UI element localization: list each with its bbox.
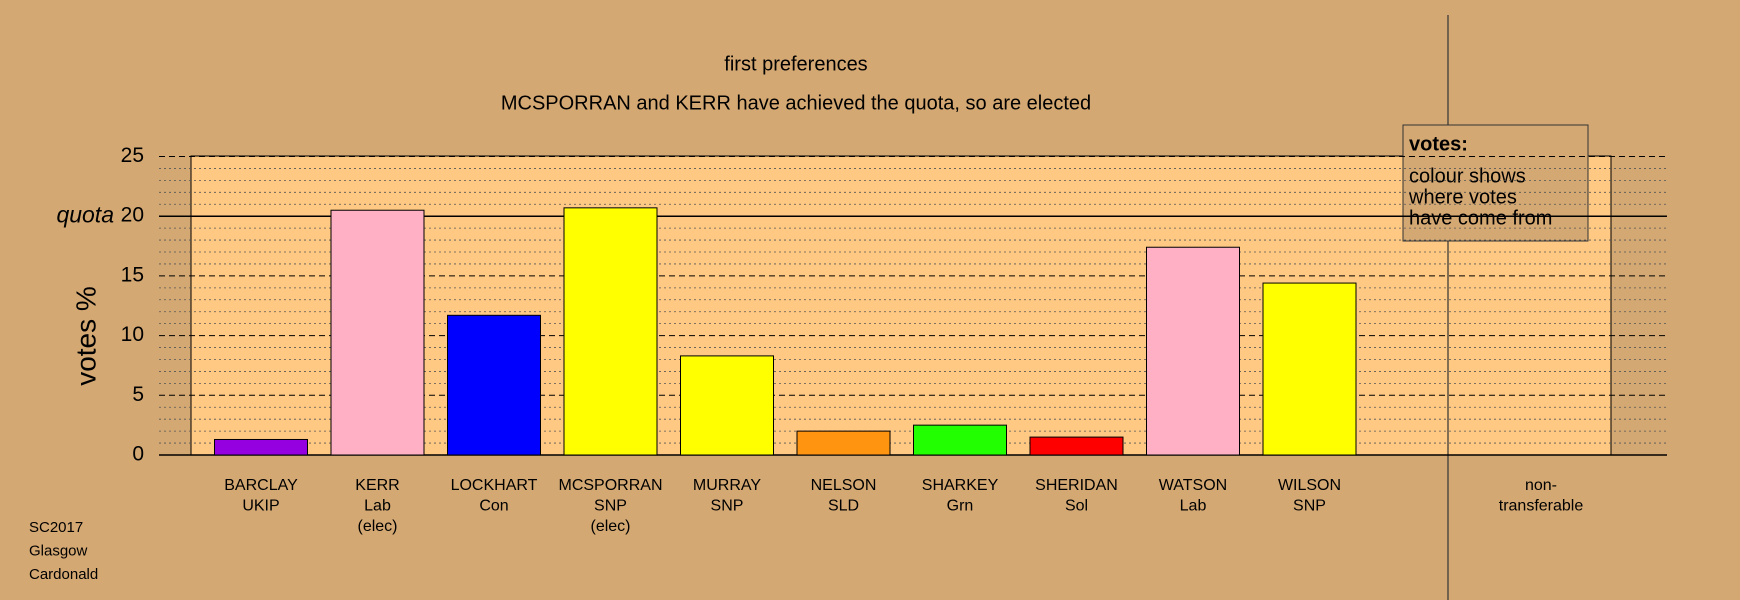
y-tick-label: 5: [132, 383, 144, 406]
footer-text: Cardonald: [29, 566, 98, 583]
y-tick-label: 10: [121, 323, 144, 346]
chart-subtitle: MCSPORRAN and KERR have achieved the quo…: [501, 92, 1091, 114]
x-tick-label: MURRAY: [693, 477, 761, 494]
bar: [680, 355, 774, 456]
bar: [214, 438, 308, 456]
y-tick-label: 15: [121, 263, 144, 286]
bar: [913, 424, 1007, 456]
x-tick-label: LOCKHART: [451, 477, 538, 494]
x-tick-label: WATSON: [1159, 477, 1227, 494]
bar: [563, 207, 658, 456]
x-tick-label: SLD: [828, 498, 859, 515]
quota-label: quota: [56, 201, 114, 227]
footer-text: Glasgow: [29, 542, 88, 559]
x-tick-label: BARCLAY: [224, 477, 298, 494]
bar: [1262, 282, 1357, 456]
legend-box: [1402, 124, 1589, 242]
x-tick-label: SNP: [1293, 498, 1326, 515]
legend-text: have come from: [1409, 207, 1552, 229]
x-tick-label: (elec): [357, 518, 397, 535]
bar: [796, 430, 891, 456]
x-tick-label: Lab: [1180, 498, 1207, 515]
x-tick-label: transferable: [1499, 498, 1584, 515]
x-tick-label: MCSPORRAN: [558, 477, 662, 494]
bar: [447, 314, 541, 456]
x-tick-label: Sol: [1065, 498, 1088, 515]
x-tick-label: UKIP: [242, 498, 279, 515]
legend-text: where votes: [1408, 186, 1517, 208]
x-tick-label: SNP: [711, 498, 744, 515]
x-tick-label: Lab: [364, 498, 391, 515]
bar: [330, 209, 425, 456]
x-tick-label: WILSON: [1278, 477, 1341, 494]
x-tick-label: (elec): [590, 518, 630, 535]
y-tick-label: 0: [132, 443, 144, 466]
x-tick-label: Con: [479, 498, 508, 515]
x-tick-label: non-: [1525, 477, 1557, 494]
x-tick-label: NELSON: [811, 477, 877, 494]
plot-area: [191, 156, 1611, 455]
x-tick-label: Grn: [947, 498, 974, 515]
y-tick-label: 20: [121, 204, 144, 227]
footer-text: SC2017: [29, 519, 83, 536]
bar: [1146, 246, 1240, 456]
x-tick-label: SHERIDAN: [1035, 477, 1118, 494]
legend-text: colour shows: [1409, 165, 1526, 187]
legend-title: votes:: [1409, 133, 1468, 155]
chart-title: first preferences: [724, 53, 867, 75]
bar: [1029, 436, 1124, 456]
x-tick-label: SNP: [594, 498, 627, 515]
y-tick-label: 25: [121, 144, 144, 167]
x-tick-label: KERR: [355, 477, 399, 494]
y-axis-label: votes %: [70, 286, 101, 386]
x-tick-label: SHARKEY: [922, 477, 999, 494]
